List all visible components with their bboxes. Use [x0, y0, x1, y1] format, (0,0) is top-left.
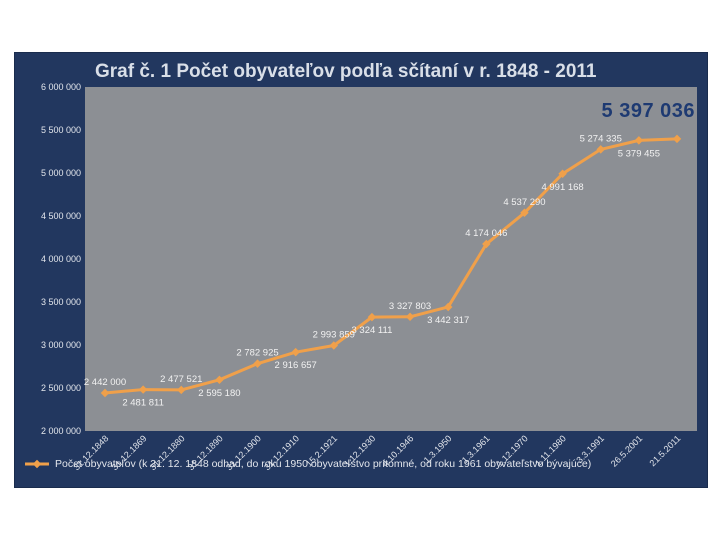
data-point	[405, 312, 415, 322]
y-tick-label: 4 500 000	[41, 211, 81, 221]
y-tick-label: 3 000 000	[41, 340, 81, 350]
series-line	[104, 137, 678, 395]
data-label: 2 782 925	[236, 348, 278, 359]
chart-svg: 2 000 000 2 500 000 3 000 000 3 500 000 4 00…	[41, 82, 682, 472]
data-point	[329, 341, 339, 350]
data-label: 3 442 317	[427, 315, 469, 326]
chart-frame: Graf č. 1 Počet obyvateľov podľa sčítaní…	[14, 52, 708, 488]
chart-title: Graf č. 1 Počet obyvateľov podľa sčítaní…	[95, 61, 597, 82]
y-tick-label: 3 500 000	[41, 297, 81, 307]
data-label: 3 327 803	[389, 301, 431, 312]
data-point	[291, 347, 300, 357]
data-point	[215, 375, 224, 385]
data-label: 2 916 657	[275, 360, 317, 371]
legend: Počet obyvateľov (k 31. 12. 1848 odhad, …	[23, 455, 703, 473]
data-point	[482, 239, 491, 249]
y-tick-label: 2 000 000	[41, 426, 81, 436]
y-tick-label: 6 000 000	[41, 82, 81, 92]
plot-area	[85, 87, 697, 431]
data-point	[100, 388, 110, 398]
legend-marker	[25, 459, 49, 469]
data-label: 5 274 335	[580, 133, 622, 144]
data-label: 2 993 859	[313, 330, 355, 341]
data-label: 2 595 180	[198, 388, 240, 399]
data-point	[443, 302, 453, 312]
data-label: 4 991 168	[541, 182, 583, 193]
data-point	[253, 359, 262, 368]
legend-label: Počet obyvateľov (k 31. 12. 1848 odhad, …	[55, 458, 592, 470]
y-tick-label: 5 000 000	[41, 168, 81, 178]
data-label: 4 174 046	[465, 228, 507, 239]
data-label: 3 324 111	[352, 325, 393, 336]
data-label: 2 477 521	[160, 374, 202, 385]
data-label: 5 379 455	[618, 148, 660, 159]
data-point	[634, 136, 644, 145]
data-point	[672, 134, 682, 144]
data-label: 2 481 811	[122, 398, 164, 409]
data-point	[177, 385, 186, 395]
highlight-value: 5 397 036	[601, 100, 695, 122]
data-label: 4 537 290	[503, 197, 545, 208]
data-point	[138, 385, 148, 394]
y-tick-label: 2 500 000	[41, 383, 81, 393]
data-label: 2 442 000	[84, 377, 126, 388]
y-tick-label: 5 500 000	[41, 125, 81, 135]
y-tick-label: 4 000 000	[41, 254, 81, 264]
data-point	[367, 312, 377, 322]
